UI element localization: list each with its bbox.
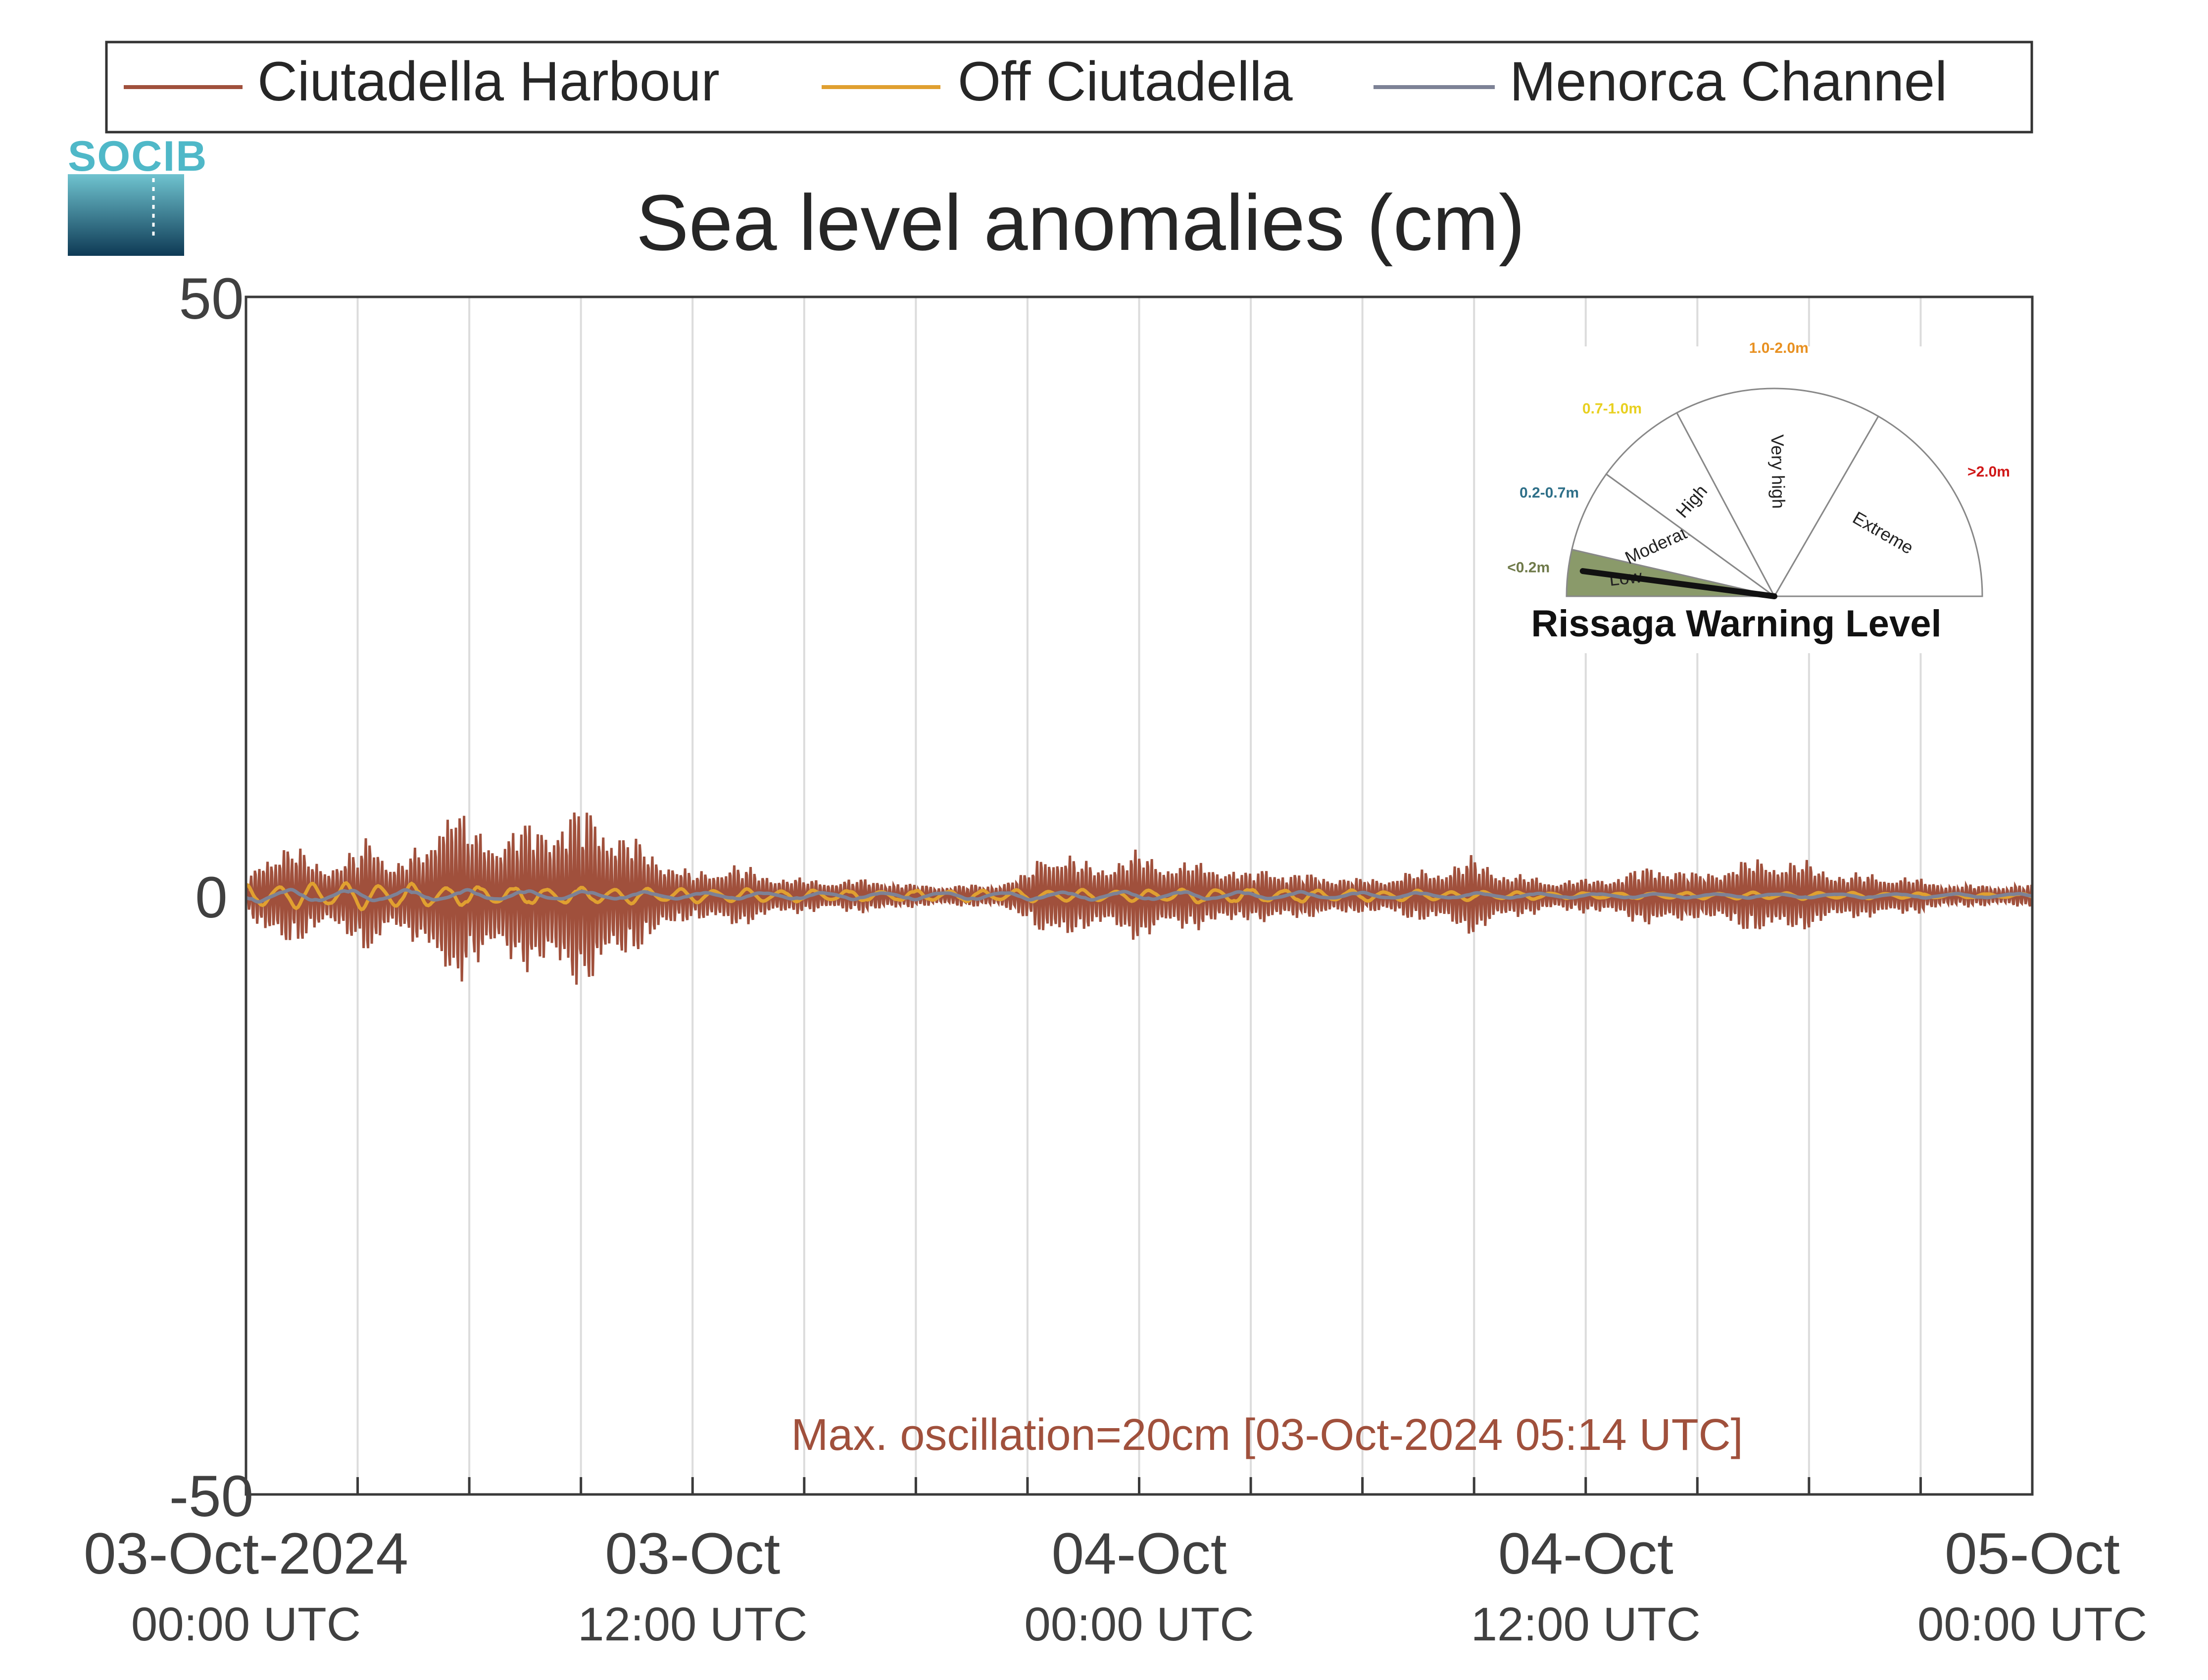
gauge-title: Rissaga Warning Level xyxy=(1531,603,1941,645)
y-tick-label: -50 xyxy=(169,1464,254,1529)
max-oscillation-annotation: Max. oscillation=20cm [03-Oct-2024 05:14… xyxy=(791,1410,1743,1460)
x-tick-sublabel: 12:00 UTC xyxy=(578,1598,807,1651)
series-line-2 xyxy=(245,888,2033,904)
x-tick-label: 04-Oct xyxy=(1498,1521,1673,1586)
chart-title: Sea level anomalies (cm) xyxy=(636,178,1525,267)
gauge-range-label: 0.7-1.0m xyxy=(1582,401,1642,417)
logo-text: SOCIB xyxy=(68,133,207,180)
axis-ticks: -50 0 50 03-Oct-2024 00:00 UTC 03-Oct 12:00 UT… xyxy=(84,266,2147,1651)
legend: Ciutadella Harbour Off Ciutadella Menorc… xyxy=(105,41,2033,134)
y-tick-label: 0 xyxy=(195,865,228,930)
gauge-sector-label: Very high xyxy=(1767,434,1789,509)
gauge-range-label: >2.0m xyxy=(1967,464,2010,480)
socib-logo: SOCIB xyxy=(68,133,207,256)
x-tick-sublabel: 12:00 UTC xyxy=(1471,1598,1701,1651)
x-tick-label: 05-Oct xyxy=(1945,1521,2120,1586)
series-layer xyxy=(245,812,2034,985)
legend-label-off-ciutadella: Off Ciutadella xyxy=(958,50,1293,112)
gauge-range-label: <0.2m xyxy=(1507,559,1550,576)
x-tick-sublabel: 00:00 UTC xyxy=(131,1598,361,1651)
x-tick-label: 04-Oct xyxy=(1051,1521,1227,1586)
gauge-range-label: 1.0-2.0m xyxy=(1749,340,1809,356)
y-tick-label: 50 xyxy=(179,266,244,332)
x-tick-label: 03-Oct xyxy=(605,1521,780,1586)
gauge-range-label: 0.2-0.7m xyxy=(1520,485,1579,501)
series-line-0 xyxy=(245,812,2034,985)
x-tick-label: 03-Oct-2024 xyxy=(84,1521,408,1586)
gauge-sector xyxy=(1570,473,1775,597)
x-tick-sublabel: 00:00 UTC xyxy=(1024,1598,1254,1651)
legend-box xyxy=(105,41,2033,134)
legend-label-menorca-channel: Menorca Channel xyxy=(1510,50,1947,112)
logo-wave-block xyxy=(68,174,184,256)
rissaga-gauge: Rissaga Warning Level Low<0.2mModerate0.… xyxy=(1480,340,2017,653)
gauge-needle xyxy=(1579,568,1777,599)
x-tick-sublabel: 00:00 UTC xyxy=(1917,1598,2147,1651)
gauge-sector xyxy=(1675,387,1880,598)
legend-label-ciutadella-harbour: Ciutadella Harbour xyxy=(257,50,720,112)
gauge-sector xyxy=(1773,415,1983,597)
gauge-sector xyxy=(1605,412,1775,597)
